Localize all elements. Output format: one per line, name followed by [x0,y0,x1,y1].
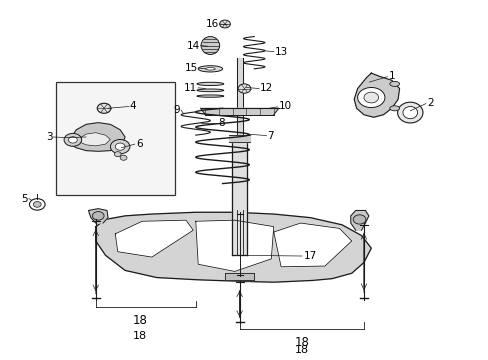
Text: 11: 11 [183,83,197,93]
Polygon shape [200,108,278,115]
Ellipse shape [198,66,222,72]
Circle shape [219,20,230,28]
Polygon shape [69,123,125,151]
Ellipse shape [397,102,422,123]
Polygon shape [353,73,399,117]
Text: 15: 15 [184,63,197,73]
Text: 14: 14 [186,41,199,50]
Circle shape [97,103,111,113]
Polygon shape [96,212,370,282]
Text: 17: 17 [304,251,317,261]
Circle shape [357,87,384,108]
Text: 18: 18 [294,345,308,355]
Circle shape [120,155,127,160]
Text: 8: 8 [218,118,225,128]
Polygon shape [236,58,242,140]
Ellipse shape [197,89,224,92]
Circle shape [115,143,125,150]
Polygon shape [115,220,193,257]
Circle shape [64,134,81,146]
Polygon shape [350,211,368,230]
Ellipse shape [402,107,417,119]
Text: 2: 2 [427,98,433,108]
Polygon shape [231,140,247,255]
Polygon shape [195,220,273,271]
Text: 18: 18 [132,330,146,341]
Text: 18: 18 [132,315,147,328]
Text: 7: 7 [267,131,273,141]
Circle shape [110,139,130,154]
Text: 6: 6 [136,139,142,149]
Text: 13: 13 [274,46,287,57]
Circle shape [352,215,365,224]
Ellipse shape [205,68,215,70]
Bar [56,82,175,195]
Circle shape [68,136,77,143]
Ellipse shape [389,81,399,86]
Text: 12: 12 [260,83,273,93]
Text: 16: 16 [205,19,218,29]
Polygon shape [224,273,254,280]
Text: 9: 9 [173,105,179,115]
Text: 10: 10 [278,102,291,112]
Text: 18: 18 [294,336,309,349]
Ellipse shape [201,37,219,54]
Polygon shape [88,209,108,223]
Ellipse shape [389,106,399,111]
Circle shape [363,92,378,103]
Text: 1: 1 [388,71,395,81]
Polygon shape [228,135,250,142]
Circle shape [92,212,104,220]
Circle shape [238,84,250,93]
Polygon shape [79,133,110,146]
Circle shape [33,202,41,207]
Text: 4: 4 [130,101,136,111]
Circle shape [29,199,45,210]
Ellipse shape [197,82,224,86]
Text: 3: 3 [46,132,53,142]
Ellipse shape [197,95,224,97]
Circle shape [114,152,121,157]
Polygon shape [273,223,351,267]
Text: 5: 5 [21,194,27,204]
